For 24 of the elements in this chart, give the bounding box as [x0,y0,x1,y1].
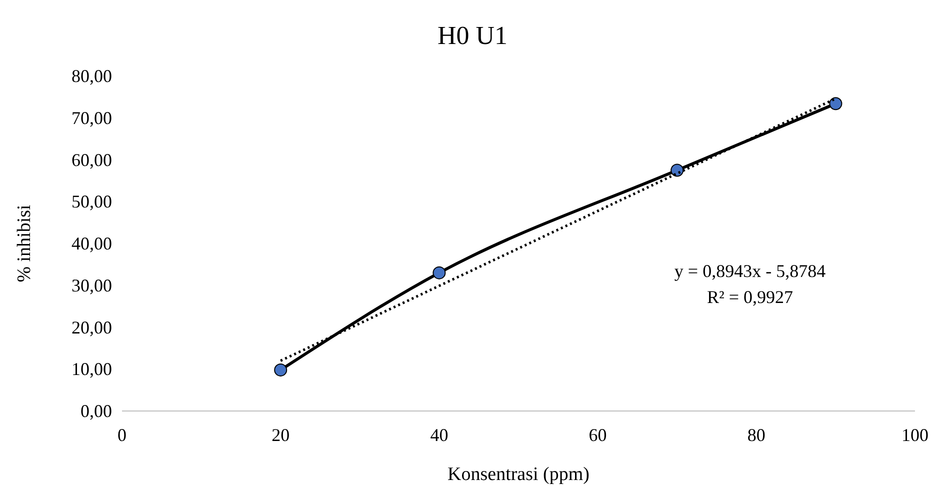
x-tick-label: 40 [430,425,448,445]
x-tick-label: 0 [118,425,126,445]
point [274,363,288,376]
annotation: R² = 0,9927 [706,287,794,307]
y-tick-label: 70,00 [72,108,112,128]
x-axis-title: Konsentrasi (ppm) [448,464,590,485]
y-tick-label: 50,00 [72,192,112,212]
y-tick-label: 20,00 [72,317,112,338]
x-tick-label: 20 [272,425,290,445]
y-tick-label: 80,00 [72,66,112,86]
annotation: y = 0,8943x - 5,8784 [674,261,826,281]
y-tick-label: 30,00 [72,275,112,296]
chart-title: H0 U1 [437,21,508,50]
point [829,97,842,110]
y-tick-label: 40,00 [72,234,112,254]
point [432,266,446,280]
x-tick-label: 100 [902,425,928,445]
y-axis-title: % inhibisi [14,204,35,282]
y-tick-label: 10,00 [72,359,112,380]
x-tick-label: 80 [747,425,766,445]
y-tick-label: 0,00 [80,401,112,421]
point [670,164,684,177]
x-tick-label: 60 [588,425,607,445]
y-tick-label: 60,00 [72,150,112,170]
